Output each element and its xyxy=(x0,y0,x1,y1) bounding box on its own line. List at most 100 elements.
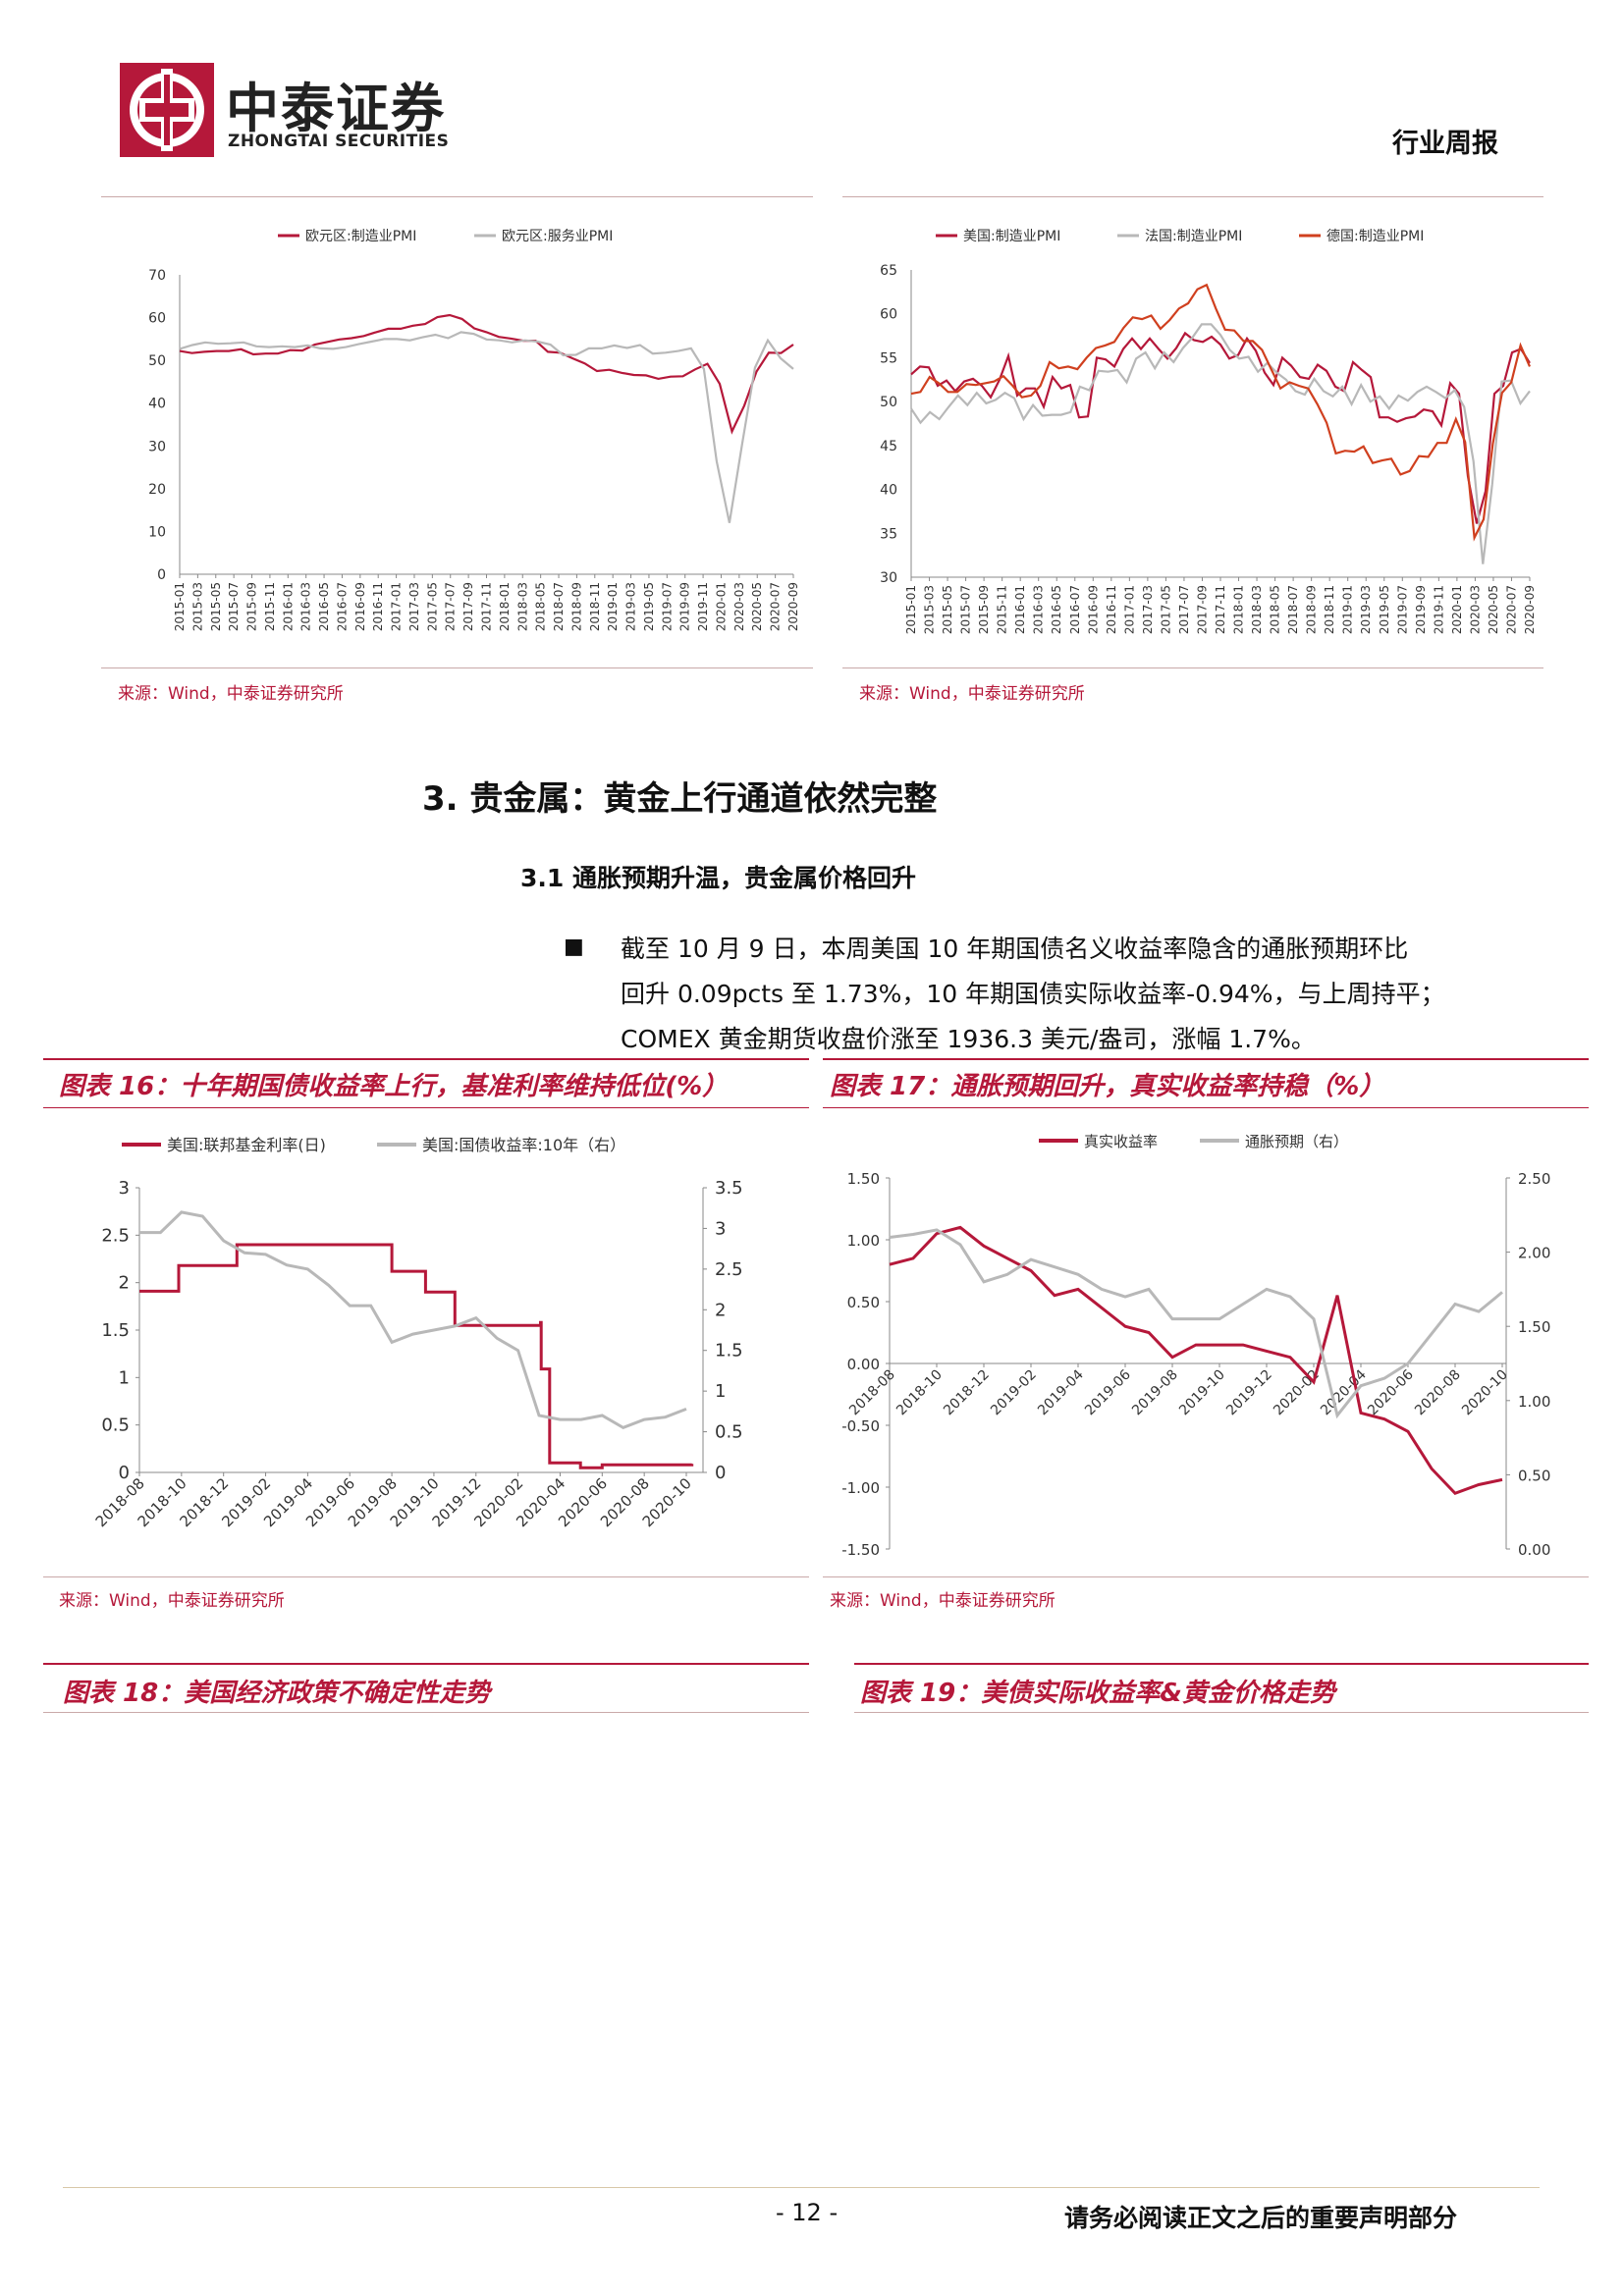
x-tick-label: 2018-11 xyxy=(588,582,602,631)
y-right-tick-label: 1.00 xyxy=(1518,1393,1550,1411)
x-tick-label: 2018-10 xyxy=(893,1367,946,1419)
y-left-tick-label: 1 xyxy=(119,1367,130,1388)
y-tick-label: 50 xyxy=(880,395,897,410)
x-tick-label: 2017-01 xyxy=(1122,585,1136,634)
chart-source-right: 来源：Wind，中泰证券研究所 xyxy=(859,684,1085,704)
x-tick-label: 2019-08 xyxy=(1129,1367,1181,1419)
figure-16-source: 来源：Wind，中泰证券研究所 xyxy=(59,1591,285,1611)
x-tick-label: 2019-03 xyxy=(624,582,638,631)
figure-17-source: 来源：Wind，中泰证券研究所 xyxy=(830,1591,1056,1611)
legend-label: 欧元区:制造业PMI xyxy=(305,229,416,244)
figure-16-title: 图表 16：十年期国债收益率上行，基准利率维持低位(%） xyxy=(59,1072,729,1101)
y-tick-label: 70 xyxy=(148,268,166,284)
y-right-tick-label: 3.5 xyxy=(715,1178,743,1199)
x-tick-label: 2018-05 xyxy=(1269,585,1282,634)
x-tick-label: 2017-05 xyxy=(1159,585,1172,634)
y-tick-label: 50 xyxy=(148,353,166,369)
x-tick-label: 2019-06 xyxy=(1082,1366,1134,1418)
paragraph-line-2: 回升 0.09pcts 至 1.73%，10 年期国债实际收益率-0.94%，与… xyxy=(621,980,1445,1008)
x-tick-label: 2020-07 xyxy=(1504,585,1518,634)
x-tick-label: 2019-05 xyxy=(642,582,656,631)
x-tick-label: 2019-10 xyxy=(1176,1367,1228,1419)
x-tick-label: 2019-07 xyxy=(660,582,674,631)
x-tick-label: 2017-01 xyxy=(390,582,404,631)
x-tick-label: 2015-03 xyxy=(923,585,937,634)
legend-label: 法国:制造业PMI xyxy=(1145,229,1242,244)
y-right-tick-label: 2.50 xyxy=(1518,1170,1550,1188)
chart17-series-1 xyxy=(889,1228,1503,1419)
y-left-tick-label: 0.50 xyxy=(847,1294,880,1311)
x-tick-label: 2018-03 xyxy=(1250,585,1264,634)
x-tick-label: 2016-11 xyxy=(1105,585,1118,634)
country-pmi-chart: 30 35 40 45 50 55 60 65 2015-01 2015-03 2015-05 201… xyxy=(880,229,1537,634)
figure-16-chart: 00.511.522.5300.511.522.533.52018-082018… xyxy=(92,1136,743,1530)
x-tick-label: 2015-09 xyxy=(977,585,991,634)
x-tick-label: 2018-03 xyxy=(515,582,529,631)
x-tick-label: 2020-10 xyxy=(1459,1367,1511,1419)
chart16-series-0 xyxy=(139,1243,694,1469)
x-tick-label: 2016-11 xyxy=(371,582,385,631)
x-tick-label: 2020-03 xyxy=(1468,585,1482,634)
x-tick-label: 2015-05 xyxy=(941,585,954,634)
x-tick-label: 2016-01 xyxy=(281,582,295,631)
x-tick-label: 2015-09 xyxy=(245,582,259,631)
x-tick-label: 2018-09 xyxy=(569,582,583,631)
y-right-tick-label: 1 xyxy=(715,1381,726,1402)
x-tick-label: 2015-03 xyxy=(190,582,204,631)
x-tick-label: 2017-03 xyxy=(1141,585,1155,634)
x-tick-label: 2017-09 xyxy=(1195,585,1209,634)
legend-label: 德国:制造业PMI xyxy=(1326,229,1424,244)
x-tick-label: 2018-07 xyxy=(552,582,566,631)
x-tick-label: 2019-12 xyxy=(1223,1367,1275,1419)
y-tick-label: 35 xyxy=(880,526,897,542)
legend-label: 美国:国债收益率:10年（右） xyxy=(422,1136,625,1154)
y-left-tick-label: -0.50 xyxy=(841,1417,880,1435)
x-tick-label: 2019-07 xyxy=(1395,585,1409,634)
y-left-tick-label: -1.00 xyxy=(841,1479,880,1497)
x-tick-label: 2017-07 xyxy=(444,582,458,631)
paragraph-line-3: COMEX 黄金期货收盘价涨至 1936.3 美元/盎司，涨幅 1.7%。 xyxy=(621,1025,1316,1053)
figure-18-title: 图表 18：美国经济政策不确定性走势 xyxy=(63,1679,491,1708)
footer-disclaimer: 请务必阅读正文之后的重要声明部分 xyxy=(1064,2204,1458,2232)
figure-17-title: 图表 17：通胀预期回升，真实收益率持稳（%） xyxy=(830,1072,1385,1101)
x-tick-label: 2020-01 xyxy=(714,582,728,631)
paragraph-line-1: 截至 10 月 9 日，本周美国 10 年期国债名义收益率隐含的通胀预期环比 xyxy=(621,934,1409,963)
x-tick-label: 2020-09 xyxy=(1523,585,1537,634)
x-tick-label: 2018-05 xyxy=(534,582,548,631)
x-tick-label: 2020-08 xyxy=(1412,1367,1464,1419)
y-right-tick-label: 0 xyxy=(715,1463,726,1483)
y-right-tick-label: 0.5 xyxy=(715,1422,743,1443)
y-left-tick-label: 1.50 xyxy=(847,1170,880,1188)
tl-series-0 xyxy=(179,313,794,435)
x-tick-label: 2018-09 xyxy=(1305,585,1319,634)
y-left-tick-label: 3 xyxy=(119,1178,130,1199)
x-tick-label: 2019-02 xyxy=(988,1367,1040,1419)
company-name-cn: 中泰证券 xyxy=(226,78,446,139)
y-left-tick-label: 0.00 xyxy=(847,1356,880,1373)
x-tick-label: 2019-01 xyxy=(1341,585,1355,634)
section-heading: 3. 贵金属：黄金上行通道依然完整 xyxy=(422,779,938,819)
chart-source-left: 来源：Wind，中泰证券研究所 xyxy=(118,684,344,704)
y-tick-label: 20 xyxy=(148,482,166,498)
x-tick-label: 2019-03 xyxy=(1359,585,1373,634)
x-tick-label: 2019-11 xyxy=(1432,585,1445,634)
y-right-tick-label: 1.5 xyxy=(715,1341,743,1362)
x-tick-label: 2019-05 xyxy=(1378,585,1391,634)
y-right-tick-label: 2.5 xyxy=(715,1259,743,1280)
x-tick-label: 2020-07 xyxy=(769,582,783,631)
x-tick-label: 2016-07 xyxy=(335,582,349,631)
x-tick-label: 2019-01 xyxy=(606,582,620,631)
y-left-tick-label: 2.5 xyxy=(101,1225,130,1246)
x-tick-label: 2016-09 xyxy=(1086,585,1100,634)
y-right-tick-label: 3 xyxy=(715,1218,726,1239)
x-tick-label: 2018-12 xyxy=(941,1367,993,1419)
tl-series-1 xyxy=(179,331,794,523)
bullet-icon: ■ xyxy=(564,934,584,959)
x-tick-label: 2019-09 xyxy=(678,582,692,631)
y-tick-label: 45 xyxy=(880,439,897,454)
legend-label: 美国:联邦基金利率(日) xyxy=(167,1136,326,1154)
x-tick-label: 2019-04 xyxy=(1035,1366,1087,1418)
y-right-tick-label: 2.00 xyxy=(1518,1245,1550,1262)
x-tick-label: 2016-03 xyxy=(1032,585,1046,634)
subsection-heading: 3.1 通胀预期升温，贵金属价格回升 xyxy=(520,864,916,892)
